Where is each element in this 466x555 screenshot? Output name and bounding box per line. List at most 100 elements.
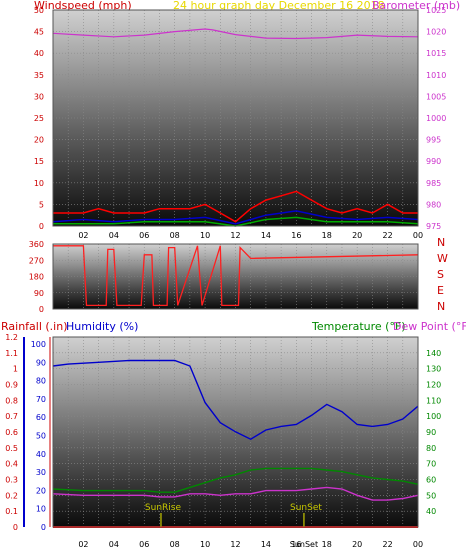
x-tick-label: 20 <box>352 540 362 549</box>
direction-tick-label: 90 <box>34 289 44 298</box>
humidity-tick-label: 80 <box>36 377 46 386</box>
humidity-tick-label: 60 <box>36 413 46 422</box>
x-tick-label: 10 <box>200 231 210 240</box>
dewpoint-axis-title: Dew Point (°F) <box>393 320 466 333</box>
temp-tick-label: 140 <box>426 349 441 358</box>
temp-tick-label: 120 <box>426 381 441 390</box>
humidity-tick-label: 30 <box>36 468 46 477</box>
series-humidity <box>52 359 419 440</box>
panel-direction-grid <box>53 244 418 309</box>
humidity-tick-label: 40 <box>36 450 46 459</box>
temp-tick-label: 80 <box>426 444 436 453</box>
series-average <box>52 210 419 225</box>
panel-frame <box>52 243 419 310</box>
baro-tick-label: 995 <box>426 136 441 145</box>
x-tick-label: 22 <box>382 540 392 549</box>
x-tick-label: 16 <box>291 540 301 549</box>
wind-tick-label: 10 <box>34 179 44 188</box>
compass-label: E <box>437 284 444 297</box>
x-tick-label: 00 <box>413 231 423 240</box>
baro-tick-label: 1015 <box>426 49 446 58</box>
humidity-tick-label: 0 <box>41 523 46 532</box>
chart-title: 24 hour graph day December 16 2018 <box>173 0 385 12</box>
x-tick-label: 16 <box>291 231 301 240</box>
wind-tick-label: 45 <box>34 28 44 37</box>
rain-tick-label: 0.2 <box>5 491 18 500</box>
rain-tick-label: 1 <box>13 365 18 374</box>
wind-tick-label: 0 <box>39 222 44 231</box>
x-tick-label: 14 <box>261 231 271 240</box>
compass-label: N <box>437 300 445 313</box>
wind-tick-label: 25 <box>34 114 44 123</box>
rain-axis-title: Rainfall (.in) <box>1 320 68 333</box>
wind-axis-title: Windspeed (mph) <box>34 0 132 12</box>
humidity-tick-label: 50 <box>36 432 46 441</box>
rain-tick-label: 1.2 <box>5 333 18 342</box>
compass-label: W <box>437 252 448 265</box>
temp-tick-label: 40 <box>426 507 436 516</box>
sunrise-label: SunRise <box>145 503 182 513</box>
x-tick-label: 06 <box>139 231 149 240</box>
rain-tick-label: 0 <box>13 523 18 532</box>
baro-tick-label: 1005 <box>426 92 446 101</box>
panel-wind-grid <box>53 10 418 226</box>
temp-tick-label: 50 <box>426 491 436 500</box>
baro-axis-title: Barometer (mb) <box>372 0 460 12</box>
rain-tick-label: 0.9 <box>5 381 18 390</box>
direction-tick-label: 360 <box>29 240 44 249</box>
x-tick-label: 20 <box>352 231 362 240</box>
wind-tick-label: 20 <box>34 136 44 145</box>
direction-tick-label: 270 <box>29 256 44 265</box>
wind-tick-label: 15 <box>34 157 44 166</box>
rain-tick-label: 0.7 <box>5 412 18 421</box>
compass-label: N <box>437 236 445 249</box>
temp-tick-label: 110 <box>426 396 441 405</box>
baro-tick-label: 1010 <box>426 71 446 80</box>
series-dew <box>52 486 419 501</box>
series-temperature <box>52 467 419 493</box>
humidity-tick-label: 100 <box>31 340 46 349</box>
x-tick-label: 18 <box>322 540 332 549</box>
x-tick-label: 02 <box>78 231 88 240</box>
x-tick-label: 12 <box>230 231 240 240</box>
rain-tick-label: 1.1 <box>5 349 18 358</box>
temp-tick-label: 90 <box>426 428 436 437</box>
humidity-axis-title: Humidity (%) <box>66 320 138 333</box>
baro-tick-label: 990 <box>426 157 441 166</box>
panel-direction-lines <box>53 245 419 307</box>
baro-tick-label: 980 <box>426 200 441 209</box>
sunset-axis-label: SunSet <box>290 540 318 549</box>
x-tick-label: 00 <box>413 540 423 549</box>
temperature-axis-title: Temperature (°F) <box>311 320 406 333</box>
x-tick-label: 06 <box>139 540 149 549</box>
rain-tick-label: 0.1 <box>5 507 18 516</box>
x-tick-label: 10 <box>200 540 210 549</box>
baro-tick-label: 1000 <box>426 114 446 123</box>
wind-tick-label: 35 <box>34 71 44 80</box>
compass-label: S <box>437 268 444 281</box>
x-tick-label: 14 <box>261 540 271 549</box>
panel-wind-axes: 0510152025303540455097598098599099510001… <box>34 6 447 240</box>
humidity-tick-label: 90 <box>36 358 46 367</box>
direction-tick-label: 180 <box>29 273 44 282</box>
panel-frame <box>52 9 419 227</box>
temp-tick-label: 130 <box>426 365 441 374</box>
temp-tick-label: 70 <box>426 460 436 469</box>
baro-tick-label: 975 <box>426 222 441 231</box>
x-tick-label: 22 <box>382 231 392 240</box>
baro-tick-label: 1020 <box>426 28 446 37</box>
panel-humidity-axes: 0 0.1 0.2 0.3 0.4 0.5 0.6 0.7 0.8 0.9 1 1.1 1.2 0 10 20… <box>5 333 441 549</box>
x-tick-label: 08 <box>170 540 180 549</box>
series-direction <box>53 245 419 307</box>
x-tick-label: 18 <box>322 231 332 240</box>
x-tick-label: 08 <box>170 231 180 240</box>
humidity-tick-label: 10 <box>36 505 46 514</box>
sunset-label: SunSet <box>290 503 322 513</box>
temp-tick-label: 100 <box>426 412 441 421</box>
humidity-tick-label: 70 <box>36 395 46 404</box>
x-tick-label: 04 <box>109 231 119 240</box>
temp-tick-label: 60 <box>426 476 436 485</box>
x-tick-label: 12 <box>230 540 240 549</box>
